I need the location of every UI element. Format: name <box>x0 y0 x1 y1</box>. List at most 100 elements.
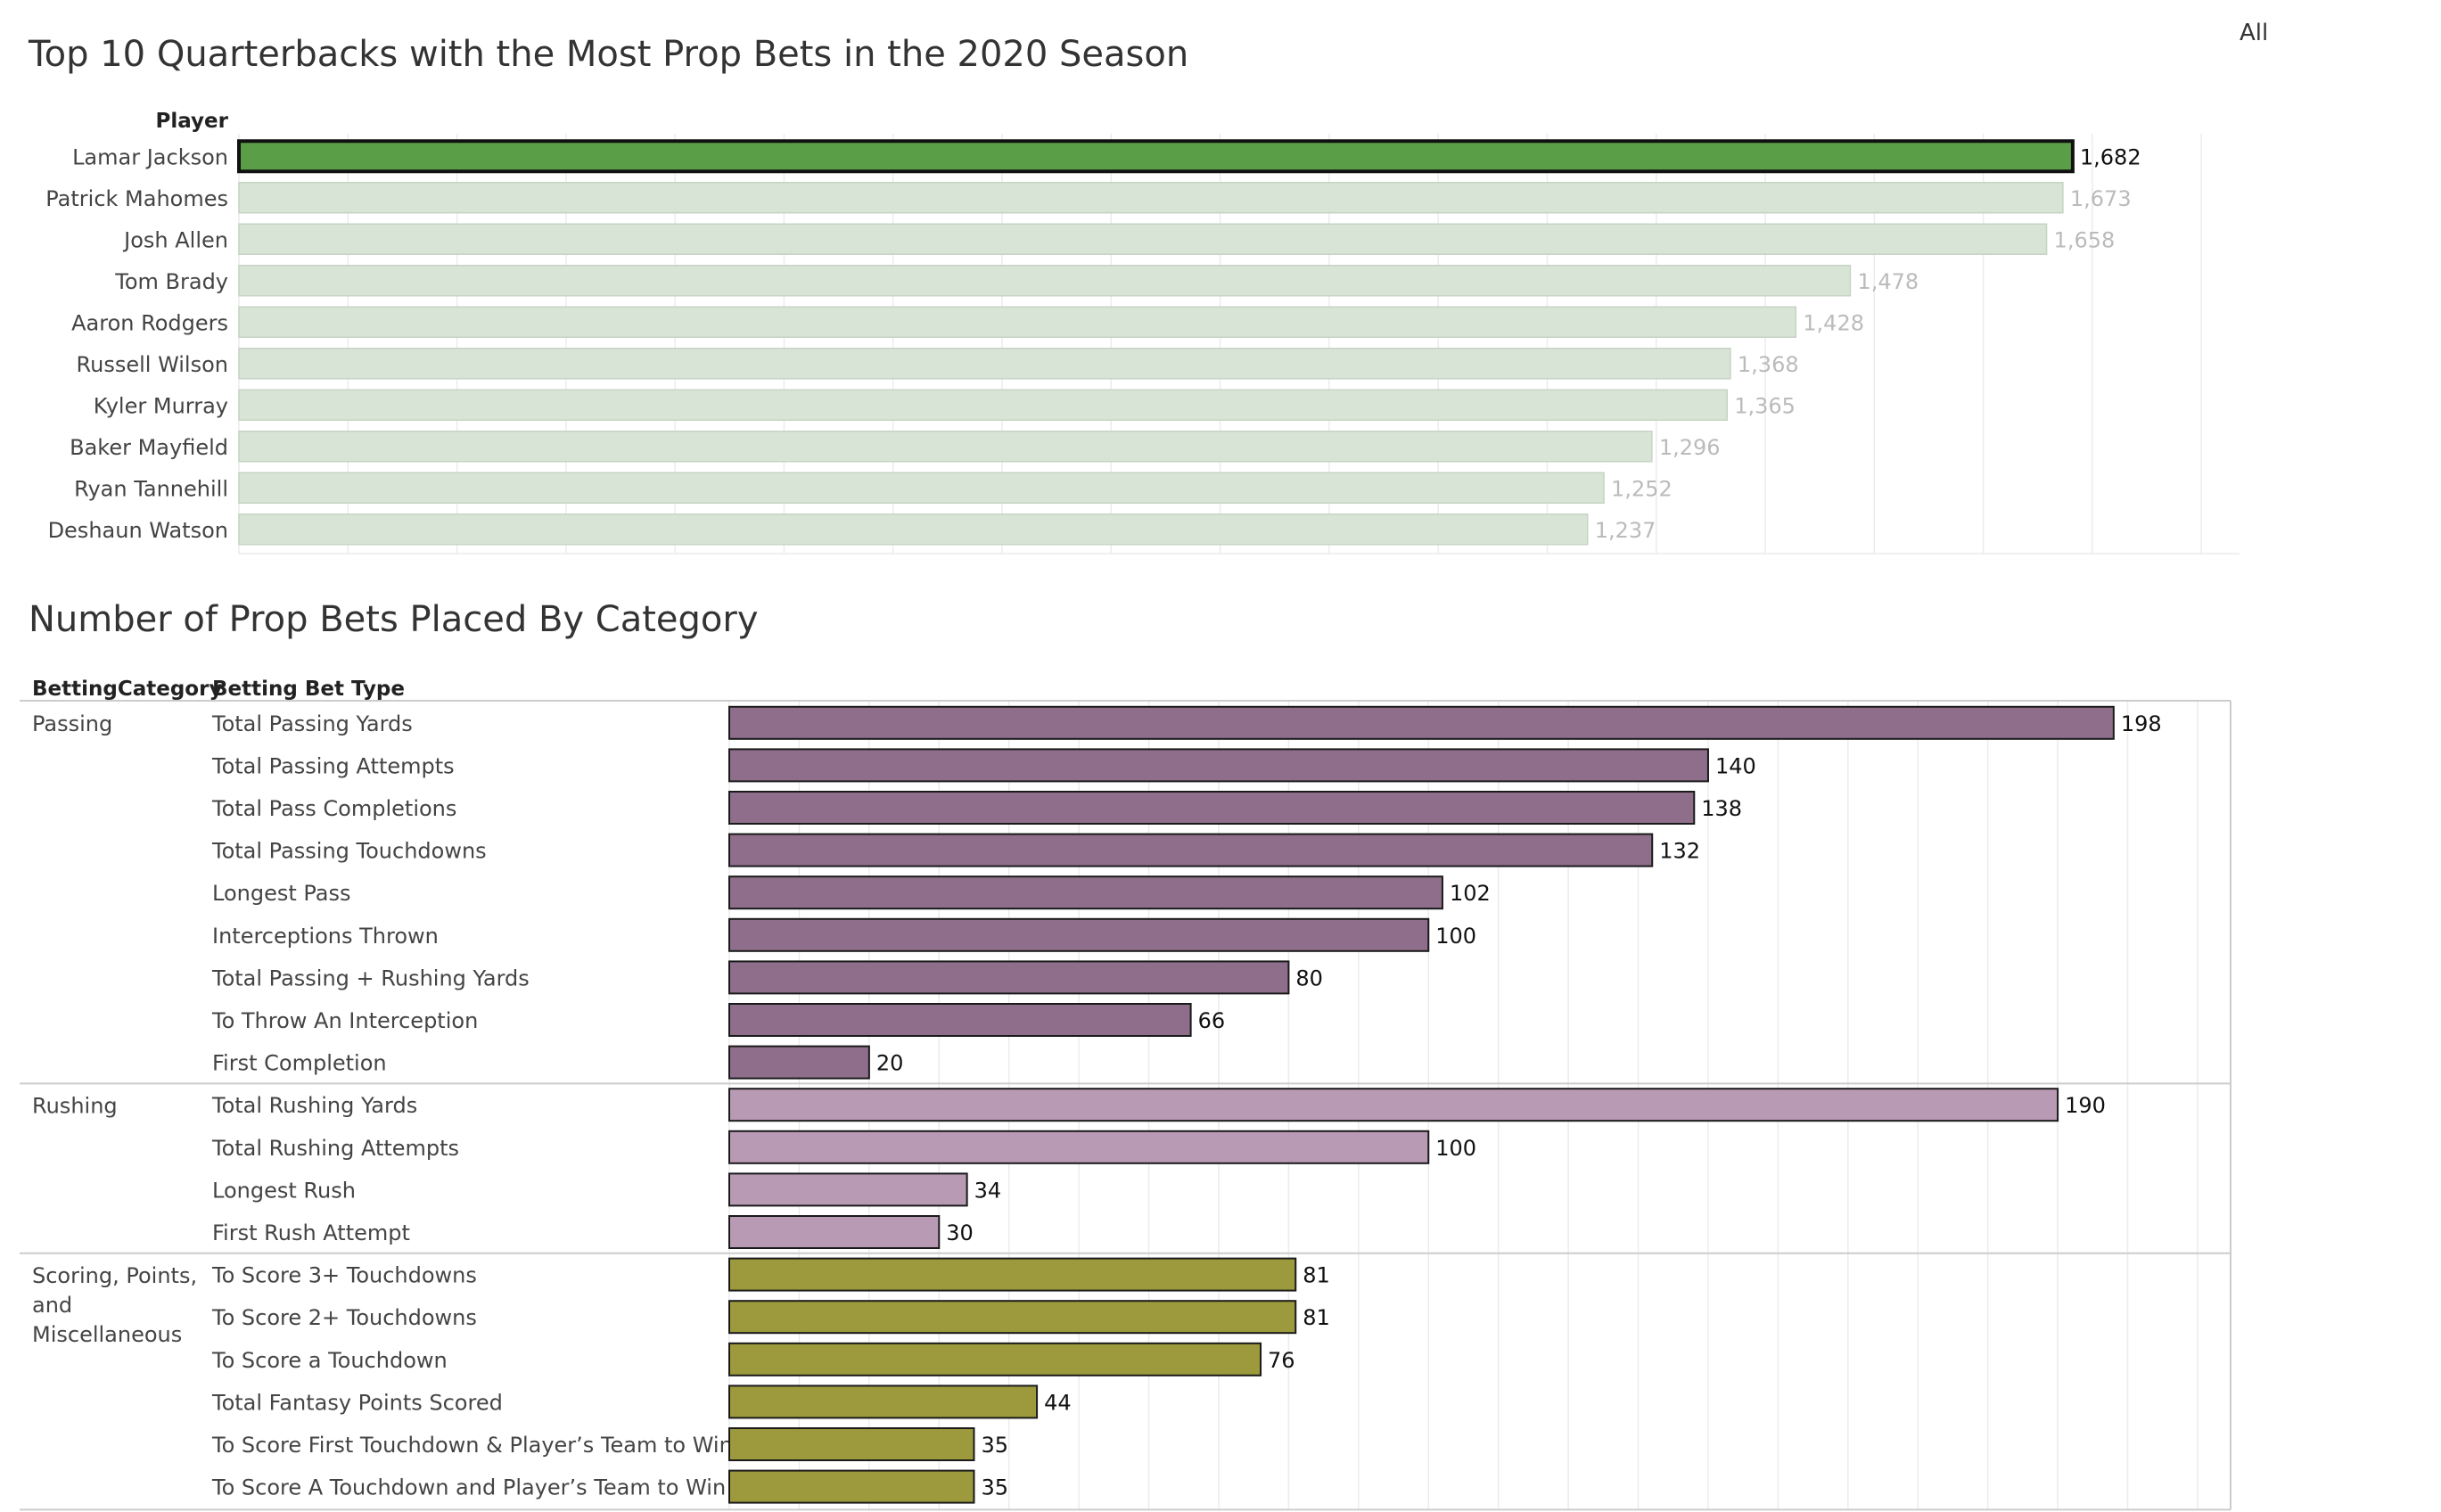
value-label: 35 <box>981 1433 1008 1458</box>
value-label: 1,658 <box>2054 227 2116 252</box>
value-label: 20 <box>876 1051 904 1076</box>
bet-type-label: First Rush Attempt <box>212 1220 410 1245</box>
bar-total-fantasy-points-scored <box>728 1385 1039 1419</box>
bar-interceptions-thrown <box>728 917 1430 952</box>
chart-title-top-quarterbacks: Top 10 Quarterbacks with the Most Prop B… <box>29 34 1189 75</box>
bar-total-rushing-attempts <box>728 1130 1430 1164</box>
bet-type-label: To Score First Touchdown & Player’s Team… <box>211 1433 733 1458</box>
bet-type-label: To Score 3+ Touchdowns <box>211 1263 477 1288</box>
bet-type-label: Longest Rush <box>212 1178 356 1203</box>
value-label: 30 <box>946 1220 974 1245</box>
bar-russell-wilson <box>238 348 1731 380</box>
bar-total-passing-rushing-yards <box>728 960 1290 995</box>
bar-kyler-murray <box>238 389 1728 421</box>
bar-to-score-first-touchdown-player-s-team-to-win <box>728 1427 975 1461</box>
player-label: Russell Wilson <box>77 352 228 377</box>
value-label: 1,428 <box>1803 310 1864 335</box>
bet-type-label: Total Passing Touchdowns <box>211 839 487 864</box>
player-label: Kyler Murray <box>94 393 228 418</box>
value-label: 132 <box>1659 839 1700 864</box>
bar-ryan-tannehill <box>238 472 1605 504</box>
bar-deshaun-watson <box>238 514 1589 546</box>
bar-to-score-3-touchdowns <box>728 1257 1297 1292</box>
value-label: 1,478 <box>1857 269 1919 294</box>
bar-total-rushing-yards <box>728 1088 2059 1122</box>
value-label: 80 <box>1295 966 1323 990</box>
bar-to-throw-an-interception <box>728 1003 1192 1037</box>
bet-type-label: Total Pass Completions <box>211 796 456 821</box>
value-label: 44 <box>1044 1390 1072 1415</box>
bet-type-label: First Completion <box>212 1051 387 1076</box>
category-label-scoring-points-and-miscellaneous: Miscellaneous <box>32 1322 182 1347</box>
bar-first-completion <box>728 1045 870 1080</box>
bar-to-score-a-touchdown-and-player-s-team-to-win <box>728 1469 975 1504</box>
value-label: 35 <box>981 1475 1008 1500</box>
value-label: 1,252 <box>1611 476 1673 501</box>
category-label-passing: Passing <box>32 711 112 736</box>
player-label: Lamar Jackson <box>72 144 228 169</box>
value-label: 34 <box>974 1178 1002 1203</box>
bar-to-score-a-touchdown <box>728 1342 1262 1376</box>
bar-total-passing-attempts <box>728 748 1709 783</box>
bar-lamar-jackson <box>237 139 2075 174</box>
chart-title-prop-bets-by-category: Number of Prop Bets Placed By Category <box>29 599 759 640</box>
bet-type-label: Total Rushing Yards <box>211 1093 417 1118</box>
bet-type-label: To Score a Touchdown <box>211 1348 448 1373</box>
bet-type-label: Total Passing Yards <box>211 711 413 736</box>
bar-total-passing-touchdowns <box>728 833 1654 867</box>
bet-type-label: To Throw An Interception <box>211 1008 478 1033</box>
bet-type-label: Total Passing Attempts <box>211 753 455 778</box>
bar-tom-brady <box>238 265 1852 297</box>
value-label: 1,365 <box>1734 393 1796 418</box>
value-label: 81 <box>1303 1263 1330 1288</box>
bar-first-rush-attempt <box>728 1215 941 1249</box>
value-label: 100 <box>1435 1136 1476 1161</box>
player-label: Josh Allen <box>122 227 228 252</box>
bar-to-score-2-touchdowns <box>728 1300 1297 1335</box>
bar-longest-rush <box>728 1172 968 1207</box>
bar-aaron-rodgers <box>238 306 1797 338</box>
value-label: 198 <box>2121 711 2162 736</box>
player-label: Baker Mayfield <box>70 435 228 460</box>
bet-type-label: Longest Pass <box>212 881 351 906</box>
value-label: 76 <box>1268 1348 1295 1373</box>
quarterback-bar-chart: Player Lamar Jackson 1,682 Patrick Mahomes 1… <box>45 110 2240 555</box>
value-label: 1,673 <box>2070 186 2132 211</box>
player-label: Deshaun Watson <box>48 518 228 543</box>
bar-patrick-mahomes <box>238 182 2064 214</box>
bar-total-passing-yards <box>728 705 2115 740</box>
value-label: 138 <box>1701 796 1742 821</box>
category-label-rushing: Rushing <box>32 1093 118 1118</box>
value-label: 102 <box>1450 881 1491 906</box>
player-label: Patrick Mahomes <box>45 186 228 211</box>
bet-type-label: To Score 2+ Touchdowns <box>211 1305 477 1330</box>
bet-type-label: To Score A Touchdown and Player’s Team t… <box>211 1475 726 1500</box>
bar-josh-allen <box>238 223 2048 255</box>
bar-baker-mayfield <box>238 431 1653 463</box>
bet-type-label: Total Fantasy Points Scored <box>211 1390 503 1415</box>
category-label-scoring-points-and-miscellaneous: Scoring, Points, <box>32 1263 197 1288</box>
bar-total-pass-completions <box>728 791 1696 825</box>
value-label: 1,368 <box>1738 352 1799 377</box>
value-label: 1,296 <box>1659 435 1721 460</box>
player-label: Aaron Rodgers <box>71 310 228 335</box>
value-label: 100 <box>1435 924 1476 949</box>
bet-type-label: Total Rushing Attempts <box>211 1136 459 1161</box>
value-label: 81 <box>1303 1305 1330 1330</box>
row-header-betting-bet-type: Betting Bet Type <box>212 678 405 701</box>
value-label: 66 <box>1198 1008 1226 1033</box>
player-label: Ryan Tannehill <box>74 476 228 501</box>
player-label: Tom Brady <box>114 269 228 294</box>
row-header-player: Player <box>156 110 229 133</box>
value-label: 1,682 <box>2080 144 2141 169</box>
value-label: 190 <box>2065 1093 2106 1118</box>
category-label-scoring-points-and-miscellaneous: and <box>32 1293 72 1318</box>
value-label: 140 <box>1715 753 1756 778</box>
bet-type-label: Total Passing + Rushing Yards <box>211 966 530 990</box>
bar-longest-pass <box>728 875 1443 910</box>
value-label: 1,237 <box>1595 518 1656 543</box>
filter-all-toggle[interactable]: All <box>2240 20 2269 46</box>
row-header-betting-category: BettingCategory <box>32 678 222 701</box>
bet-type-label: Interceptions Thrown <box>212 924 439 949</box>
